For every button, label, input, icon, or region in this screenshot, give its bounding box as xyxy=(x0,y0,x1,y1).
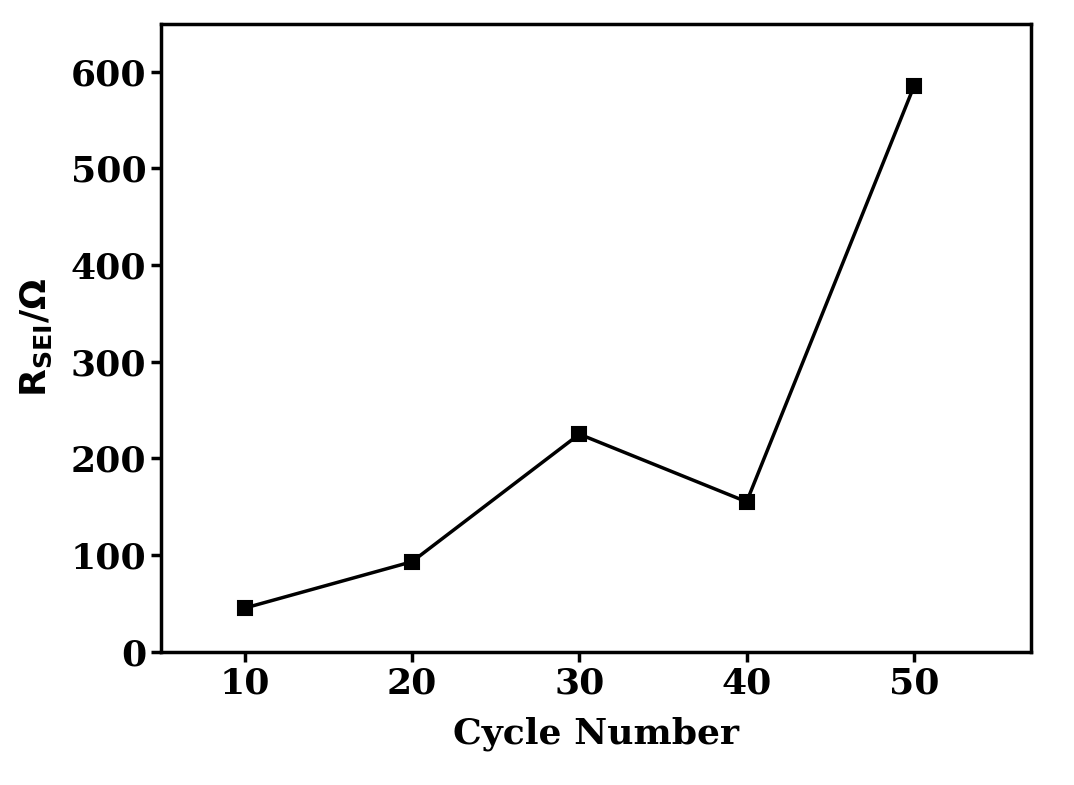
X-axis label: Cycle Number: Cycle Number xyxy=(453,717,739,751)
Y-axis label: $\mathbf{R_{SEI}/\Omega}$: $\mathbf{R_{SEI}/\Omega}$ xyxy=(19,278,54,397)
